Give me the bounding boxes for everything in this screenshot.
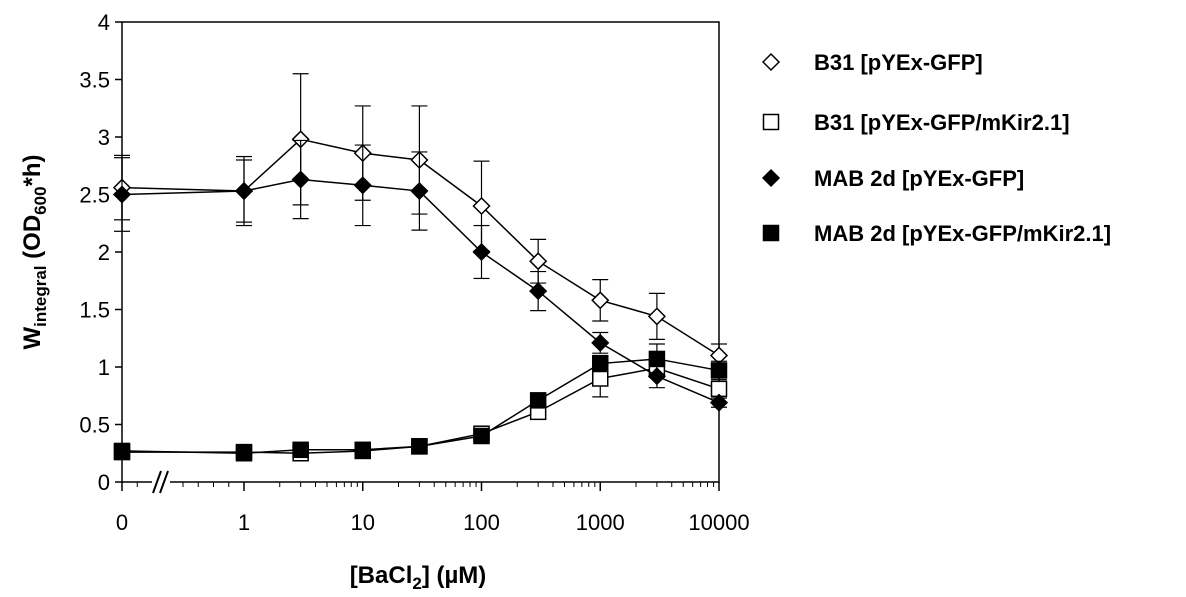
- x-tick-label: 10: [351, 510, 375, 535]
- legend-item: B31 [pYEx-GFP/mKir2.1]: [762, 110, 1070, 135]
- y-tick-label: 3.5: [79, 68, 110, 93]
- data-point: [112, 185, 132, 204]
- data-point: [592, 355, 609, 372]
- legend-marker: [762, 113, 780, 131]
- plot-frame: [121, 21, 720, 483]
- data-point: [473, 427, 490, 445]
- data-point: [591, 333, 610, 352]
- legend-marker: [761, 168, 781, 188]
- series-4: [113, 343, 728, 462]
- x-tick-label: 100: [463, 510, 500, 535]
- data-point: [354, 441, 371, 459]
- y-tick-label: 2: [98, 240, 110, 265]
- legend-label: B31 [pYEx-GFP/mKir2.1]: [814, 110, 1070, 135]
- x-tick-label: 1: [238, 510, 250, 535]
- x-tick-label: 10000: [688, 510, 749, 535]
- y-tick-label: 0.5: [79, 413, 110, 438]
- y-axis-title-main: W: [19, 327, 46, 350]
- data-point: [709, 393, 729, 412]
- series-3: [112, 139, 729, 412]
- y-tick-label: 0: [98, 470, 110, 495]
- y-axis-title-unit: (OD: [19, 215, 46, 266]
- y-tick-label: 1.5: [79, 298, 110, 323]
- data-point: [648, 350, 666, 368]
- data-point: [411, 438, 428, 455]
- legend-label: MAB 2d [pYEx-GFP]: [814, 166, 1024, 191]
- x-axis-ticks: 0 1 10 100 1000 10000: [116, 482, 750, 535]
- data-point: [234, 181, 254, 201]
- data-point: [591, 291, 610, 310]
- legend: B31 [pYEx-GFP] B31 [pYEx-GFP/mKir2.1] MAB …: [761, 50, 1111, 246]
- x-axis-title-sub: 2: [412, 574, 421, 593]
- y-tick-label: 4: [98, 10, 110, 35]
- y-axis-title: Wintegral (OD600*h): [19, 154, 50, 349]
- y-axis-title-unit-sub: 600: [31, 186, 50, 214]
- data-point: [292, 441, 309, 459]
- data-point: [235, 445, 253, 462]
- y-axis-title-end: *h): [19, 154, 46, 186]
- data-point: [710, 362, 728, 379]
- legend-label: B31 [pYEx-GFP]: [814, 50, 983, 75]
- data-point: [113, 442, 131, 460]
- legend-marker: [761, 52, 781, 72]
- data-point: [291, 170, 310, 189]
- y-axis-ticks: 0 0.5 1 1.5 2 2.5 3 3.5 4: [79, 10, 122, 495]
- x-axis-title: [BaCl2] (µM): [350, 562, 487, 593]
- data-point: [472, 196, 491, 216]
- y-tick-label: 2.5: [79, 183, 110, 208]
- series-line: [122, 367, 720, 455]
- series-line: [121, 358, 720, 455]
- series-line: [121, 138, 720, 357]
- legend-item: MAB 2d [pYEx-GFP]: [761, 166, 1024, 191]
- legend-item: MAB 2d [pYEx-GFP/mKir2.1]: [762, 221, 1111, 246]
- axis-break-marker: [152, 470, 170, 494]
- legend-marker: [762, 224, 780, 242]
- y-tick-label: 3: [98, 125, 110, 150]
- legend-item: B31 [pYEx-GFP]: [761, 50, 983, 75]
- data-point: [410, 181, 429, 201]
- data-point: [592, 370, 609, 387]
- series-1: [112, 73, 729, 368]
- data-point: [529, 392, 547, 409]
- data-point: [353, 176, 372, 195]
- legend-label: MAB 2d [pYEx-GFP/mKir2.1]: [814, 221, 1111, 246]
- y-axis-title-sub: integral: [31, 265, 50, 326]
- data-point: [647, 307, 666, 326]
- y-tick-label: 1: [98, 355, 110, 380]
- data-point: [529, 252, 548, 271]
- series-line: [121, 178, 720, 404]
- x-axis-title-unit: ] (µM): [422, 562, 486, 589]
- series-layer: [112, 73, 729, 462]
- x-tick-label: 0: [116, 510, 128, 535]
- data-point: [529, 282, 548, 301]
- x-tick-label: 1000: [576, 510, 625, 535]
- data-point: [472, 242, 491, 262]
- x-axis-title-main: [BaCl: [350, 562, 413, 589]
